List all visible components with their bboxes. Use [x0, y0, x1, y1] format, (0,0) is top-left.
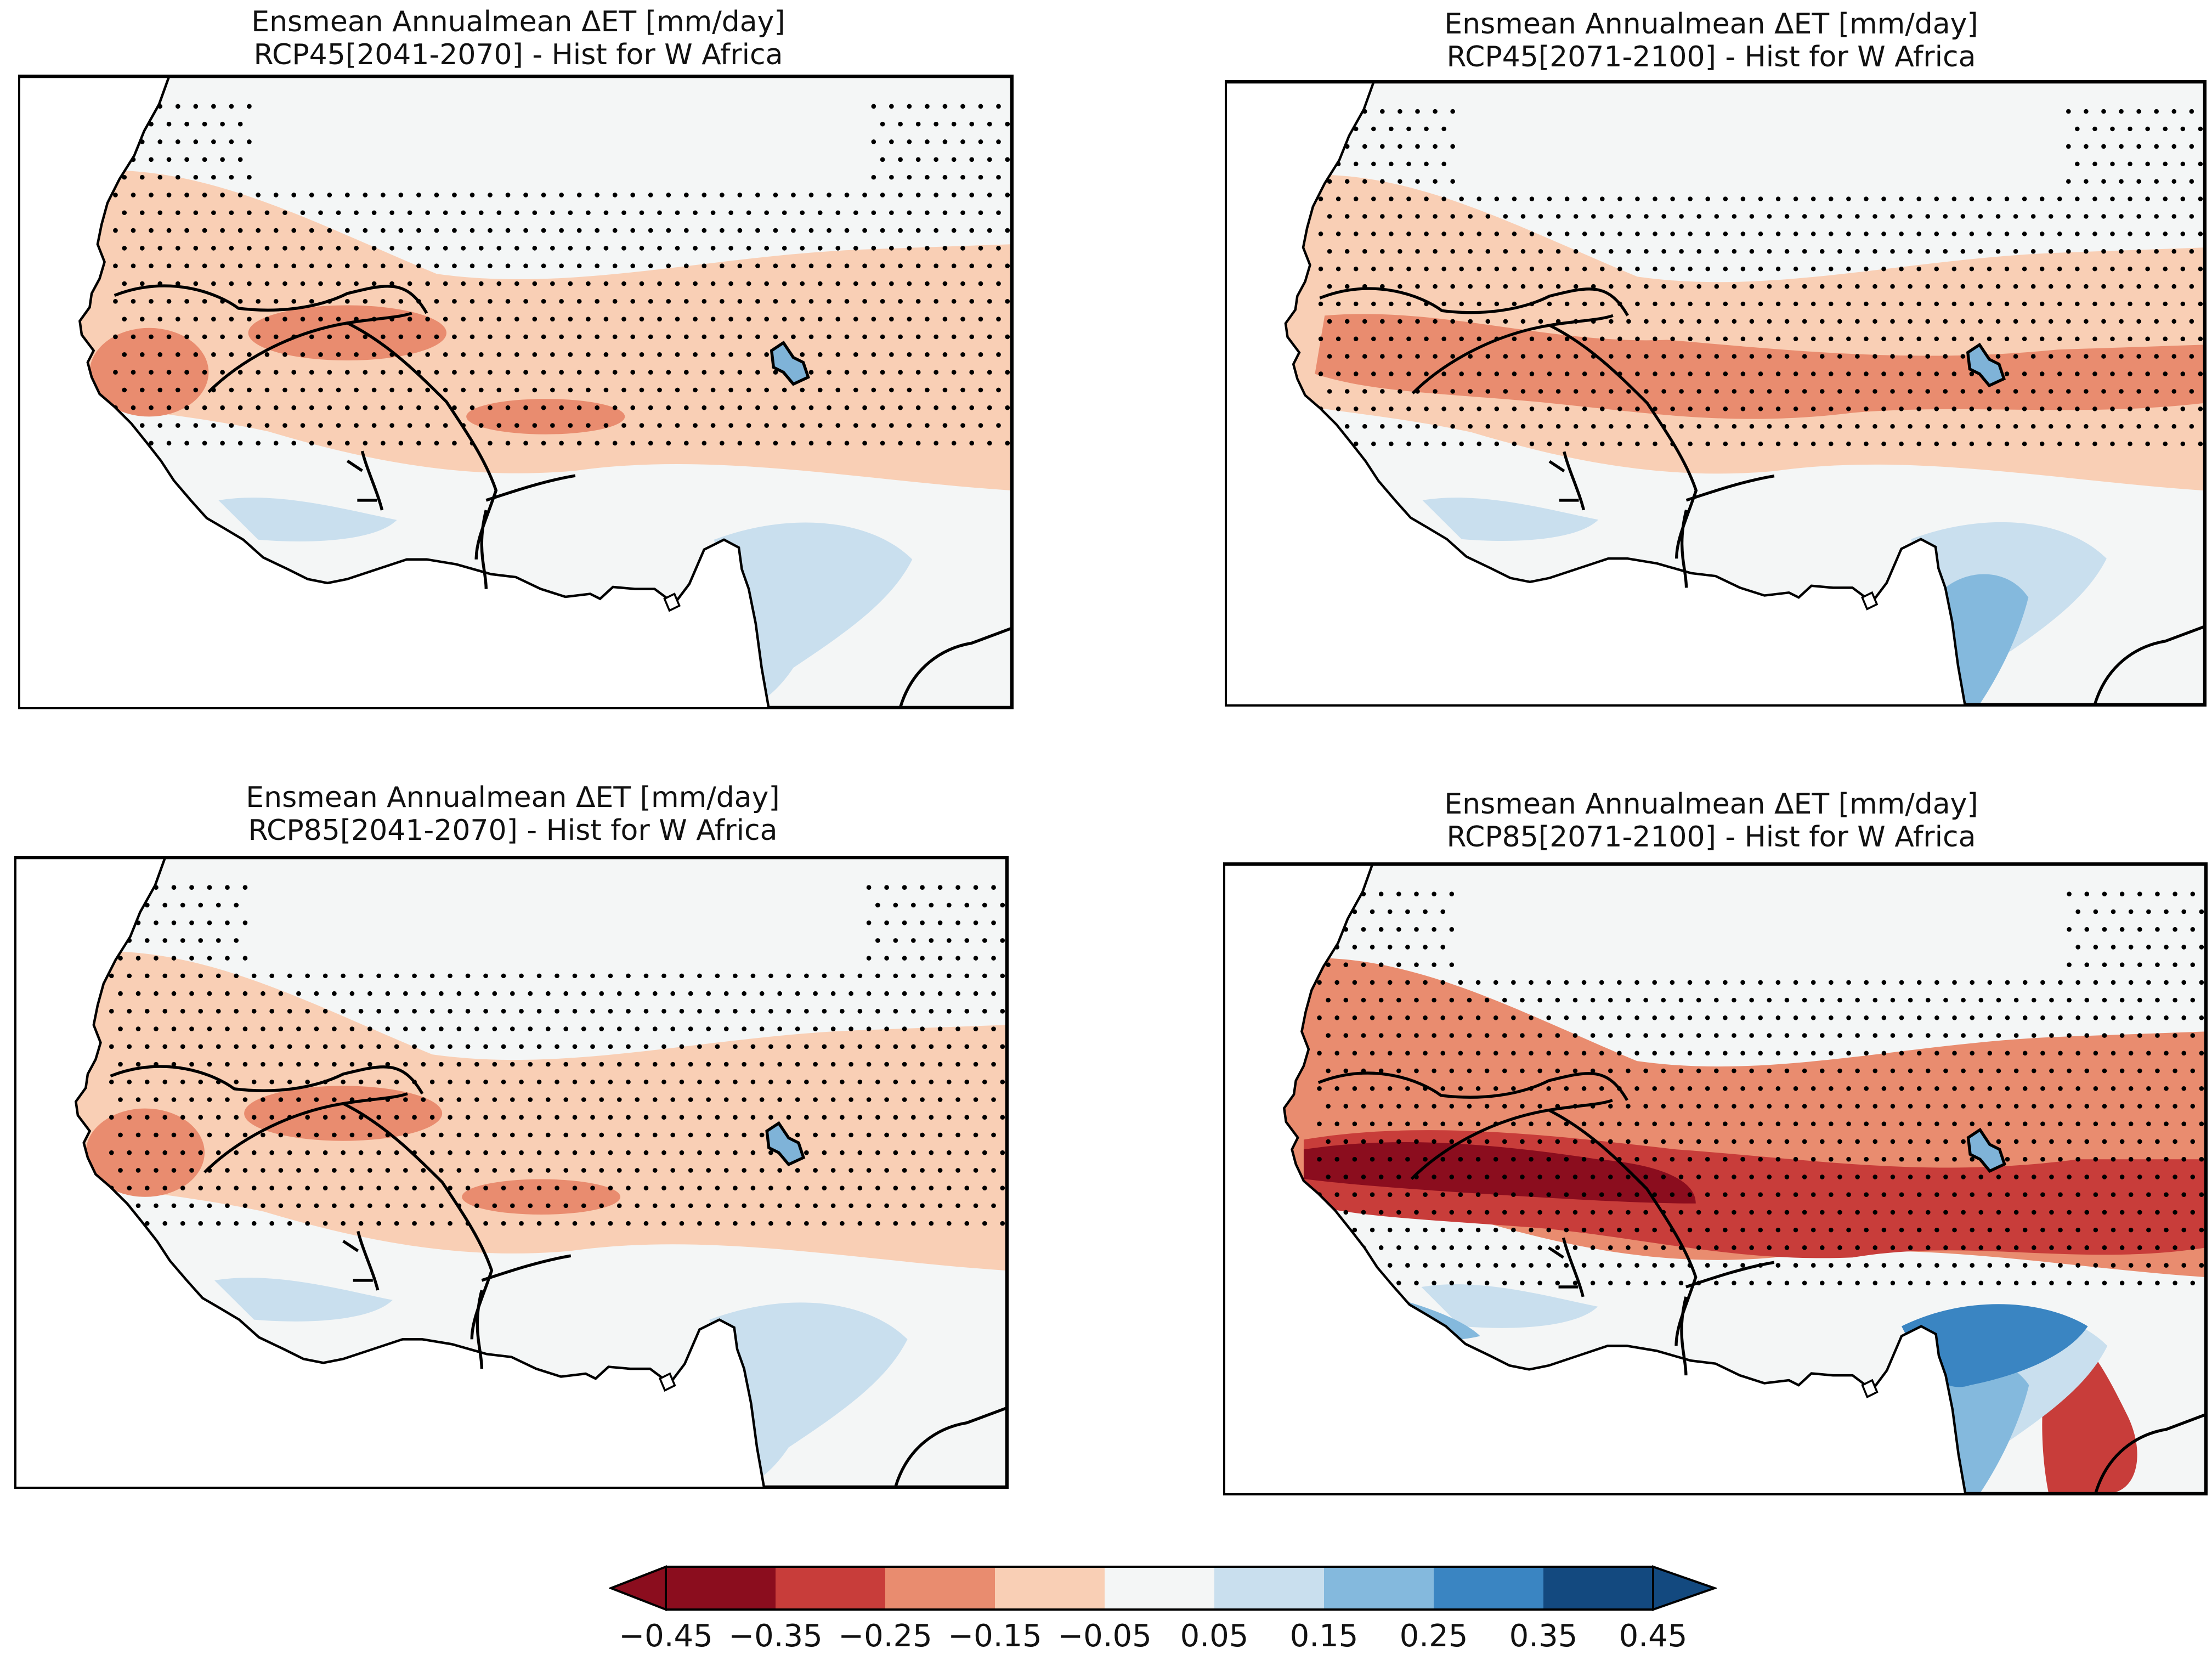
- sahel-band-outer: [80, 170, 1011, 491]
- map-4-svg: [1225, 865, 2205, 1493]
- bioko-island: [1861, 591, 1879, 611]
- bioko-island: [663, 592, 681, 612]
- volta-lake: [1548, 1237, 1585, 1297]
- congo-river: [2093, 625, 2204, 704]
- colorbar-segment-5: [1214, 1567, 1325, 1610]
- colorbar-segment-7: [1434, 1567, 1544, 1610]
- colorbar-segment-6: [1324, 1567, 1434, 1610]
- colorbar-tick-8: 0.35: [1509, 1618, 1578, 1654]
- stipple-dots: [109, 885, 1005, 1226]
- colorbar-segment-8: [1543, 1567, 1654, 1610]
- panel-4-title-line2: RCP85[2071-2100] - Hist for W Africa: [1446, 821, 1976, 854]
- sahel-band-max: [1303, 1142, 1696, 1204]
- niger-hotspot: [462, 1179, 621, 1215]
- coastline: [20, 77, 1011, 707]
- stipple-dots: [113, 104, 1010, 446]
- stipple-dots: [1317, 891, 2204, 1286]
- anomaly-field: [1285, 109, 2204, 704]
- colorbar-tick-2: −0.25: [838, 1618, 932, 1654]
- congo-river: [899, 626, 1011, 707]
- volta-lake: [1548, 451, 1586, 511]
- panel-3-title-line1: Ensmean Annualmean ΔET [mm/day]: [246, 781, 780, 814]
- mali-hotspot: [248, 305, 447, 361]
- map-panel-4: [1223, 862, 2208, 1495]
- benue-river: [476, 1254, 572, 1369]
- colorbar-tick-3: −0.15: [948, 1618, 1042, 1654]
- guinea-wetting: [1421, 1284, 1598, 1328]
- map-2-svg: [1227, 82, 2204, 704]
- bioko-island: [1861, 1379, 1879, 1398]
- gabon-wetting-strong: [1945, 1362, 2029, 1493]
- panel-1-title-line1: Ensmean Annualmean ΔET [mm/day]: [251, 5, 785, 38]
- panel-4-title-line1: Ensmean Annualmean ΔET [mm/day]: [1444, 788, 1978, 821]
- map-3-svg: [16, 858, 1006, 1487]
- coastline: [1227, 82, 2204, 704]
- panel-2-title-line1: Ensmean Annualmean ΔET [mm/day]: [1444, 8, 1978, 41]
- anomaly-field: [76, 885, 1006, 1487]
- colorbar: [609, 1565, 1717, 1611]
- benue-river: [480, 474, 576, 589]
- benue-river: [1680, 1261, 1775, 1376]
- volta-lake: [346, 450, 384, 511]
- coastline: [16, 858, 1006, 1487]
- sahel-band-outer: [1285, 174, 2204, 491]
- colorbar-tick-5: 0.05: [1180, 1618, 1249, 1654]
- mali-hotspot: [244, 1086, 443, 1141]
- panel-2-title-line2: RCP45[2071-2100] - Hist for W Africa: [1446, 41, 1976, 74]
- coastline: [1225, 865, 2205, 1493]
- panel-3-title: Ensmean Annualmean ΔET [mm/day] RCP85[20…: [16, 781, 1009, 847]
- colorbar-segment-2: [885, 1567, 995, 1610]
- volta-lake: [342, 1230, 380, 1291]
- colorbar-extend-max: [1652, 1565, 1717, 1611]
- anomaly-field: [80, 104, 1011, 707]
- cameroon-wetting-max: [1902, 1304, 2088, 1387]
- colorbar-tick-0: −0.45: [619, 1618, 713, 1654]
- colorbar-tick-4: −0.05: [1057, 1618, 1152, 1654]
- guinea-wetting: [1422, 498, 1599, 541]
- panel-1-title: Ensmean Annualmean ΔET [mm/day] RCP45[20…: [22, 5, 1015, 71]
- colorbar-segment-3: [995, 1567, 1105, 1610]
- guinea-wetting: [218, 498, 397, 542]
- congo-river: [2094, 1413, 2205, 1493]
- colorbar-segment-1: [776, 1567, 886, 1610]
- sahel-band-outer: [76, 951, 1006, 1271]
- gabon-wetting-strong: [1945, 574, 2029, 704]
- anomaly-field: [1284, 891, 2205, 1493]
- cameroon-wetting: [709, 1302, 908, 1487]
- guinea-wetting: [214, 1278, 393, 1322]
- cameroon-wetting: [714, 522, 913, 707]
- colorbar-tick-7: 0.25: [1399, 1618, 1468, 1654]
- colorbar-segment-4: [1105, 1567, 1215, 1610]
- niger-hotspot: [466, 399, 625, 434]
- lake-chad: [1966, 1127, 2006, 1173]
- colorbar-tick-6: 0.15: [1289, 1618, 1359, 1654]
- colorbar-tick-1: −0.35: [728, 1618, 823, 1654]
- map-1-svg: [20, 77, 1011, 707]
- map-panel-1: [18, 75, 1014, 709]
- panel-2-title: Ensmean Annualmean ΔET [mm/day] RCP45[20…: [1218, 8, 2205, 74]
- lake-chad: [770, 340, 810, 386]
- panel-3-title-line2: RCP85[2041-2070] - Hist for W Africa: [248, 814, 778, 847]
- map-panel-2: [1225, 80, 2207, 707]
- panel-1-title-line2: RCP45[2041-2070] - Hist for W Africa: [253, 38, 783, 71]
- benue-river: [1680, 474, 1775, 588]
- map-panel-3: [14, 856, 1009, 1489]
- panel-4-title: Ensmean Annualmean ΔET [mm/day] RCP85[20…: [1218, 788, 2205, 854]
- lake-chad: [765, 1121, 806, 1166]
- colorbar-segment-0: [666, 1567, 776, 1610]
- colorbar-tick-9: 0.45: [1619, 1618, 1688, 1654]
- bioko-island: [658, 1372, 676, 1392]
- lake-chad: [1966, 342, 2006, 388]
- colorbar-outline: [665, 1566, 1654, 1611]
- congo-river: [894, 1407, 1006, 1487]
- colorbar-extend-min: [609, 1565, 667, 1611]
